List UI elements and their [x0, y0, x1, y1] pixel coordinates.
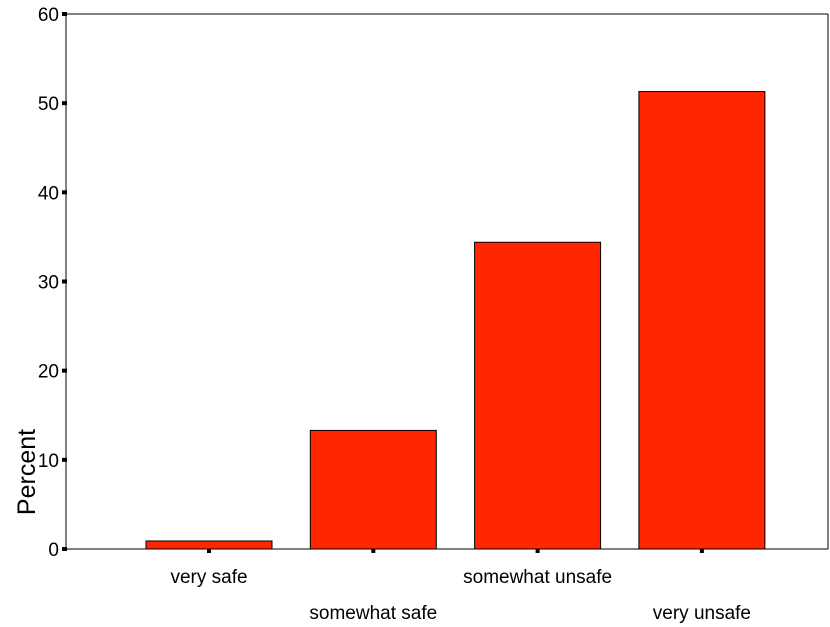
bars	[145, 91, 766, 550]
y-tick-mark	[62, 279, 67, 284]
y-tick-mark	[62, 12, 67, 16]
bar-somewhat-unsafe	[474, 241, 602, 550]
x-tick-mark	[371, 549, 376, 553]
y-tick-label: 20	[38, 362, 59, 383]
x-tick-label: very unsafe	[653, 603, 751, 624]
plot-frame	[66, 13, 829, 549]
y-tick-label: 0	[48, 540, 59, 561]
y-tick-label: 50	[38, 94, 59, 115]
y-axis-title: Percent	[13, 429, 41, 515]
x-tick-mark	[535, 549, 540, 553]
y-tick-mark	[62, 368, 67, 373]
y-tick-label: 30	[38, 273, 59, 294]
y-tick-mark	[62, 547, 67, 551]
x-tick-label: somewhat unsafe	[463, 567, 612, 588]
y-tick-label: 10	[38, 451, 59, 472]
y-tick-mark	[62, 190, 67, 195]
bar-somewhat-safe	[309, 429, 437, 550]
bar-very-safe	[145, 540, 273, 550]
y-tick-mark	[62, 101, 67, 106]
y-tick-mark	[62, 457, 67, 462]
y-tick-label: 40	[38, 183, 59, 204]
x-tick-mark	[207, 549, 211, 553]
x-tick-label: somewhat safe	[309, 603, 437, 624]
x-ticks: very safe somewhat safe somewhat unsafe ver…	[170, 549, 751, 624]
x-tick-label: very safe	[170, 567, 247, 588]
y-tick-label: 60	[38, 5, 59, 26]
x-tick-mark	[699, 549, 704, 553]
bar-very-unsafe	[638, 91, 766, 550]
y-ticks: 0 10 20 30 40 50 60	[38, 5, 67, 561]
